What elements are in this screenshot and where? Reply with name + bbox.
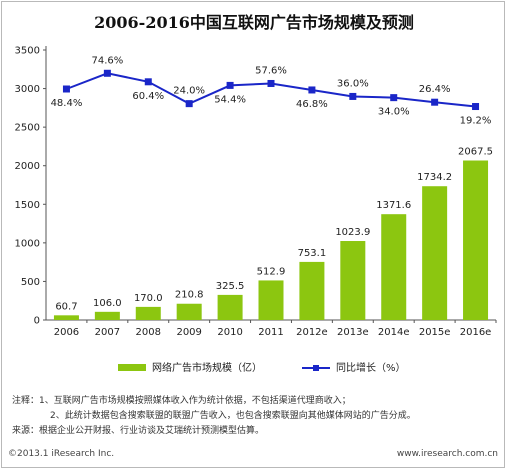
legend-label-line: 同比增长（%） bbox=[336, 361, 406, 374]
bar-value-label: 210.8 bbox=[175, 290, 204, 301]
y-tick-label: 500 bbox=[21, 277, 40, 288]
x-tick-label: 2009 bbox=[176, 327, 201, 338]
growth-value-label: 74.6% bbox=[91, 55, 123, 66]
growth-value-label: 19.2% bbox=[460, 116, 492, 127]
footer: ©2013.1 iResearch Inc. www.iresearch.com… bbox=[0, 449, 508, 463]
y-tick-label: 1000 bbox=[15, 238, 40, 249]
x-tick-label: 2007 bbox=[95, 327, 120, 338]
growth-value-label: 48.4% bbox=[51, 98, 83, 109]
x-tick-label: 2016e bbox=[460, 327, 492, 338]
legend-swatch-marker bbox=[313, 365, 319, 371]
bar-value-label: 1734.2 bbox=[417, 172, 452, 183]
bar-value-label: 1371.6 bbox=[376, 200, 411, 211]
growth-point bbox=[267, 79, 275, 87]
growth-value-label: 34.0% bbox=[378, 107, 410, 118]
growth-point bbox=[185, 100, 193, 108]
x-tick-label: 2015e bbox=[419, 327, 451, 338]
note-line-3: 来源：根据企业公开财报、行业访谈及艾瑞统计预测模型估算。 bbox=[12, 426, 265, 436]
x-tick-label: 2006 bbox=[54, 327, 79, 338]
growth-point bbox=[349, 92, 357, 100]
growth-value-label: 26.4% bbox=[419, 84, 451, 95]
growth-line bbox=[66, 72, 476, 108]
footer-copyright: ©2013.1 iResearch Inc. bbox=[8, 449, 115, 459]
bar-value-label: 325.5 bbox=[216, 281, 245, 292]
x-tick-label: 2014e bbox=[378, 327, 410, 338]
chart-notes: 注释：1、互联网广告市场规模按照媒体收入作为统计依据，不包括渠道代理商收入； 2… bbox=[12, 394, 502, 439]
bar bbox=[176, 303, 202, 320]
bar bbox=[258, 280, 284, 320]
bar-value-label: 60.7 bbox=[55, 301, 77, 312]
bar-value-label: 2067.5 bbox=[458, 147, 493, 158]
bar-value-label: 106.0 bbox=[93, 298, 122, 309]
y-tick-label: 2000 bbox=[15, 161, 40, 172]
growth-value-label: 46.8% bbox=[296, 99, 328, 110]
legend-swatch-bars bbox=[118, 364, 146, 371]
growth-value-label: 54.4% bbox=[214, 94, 246, 105]
growth-point bbox=[308, 86, 316, 94]
growth-point bbox=[226, 81, 234, 89]
note-line-1: 注释：1、互联网广告市场规模按照媒体收入作为统计依据，不包括渠道代理商收入； bbox=[12, 396, 351, 406]
bar bbox=[53, 315, 79, 320]
y-tick-label: 3000 bbox=[15, 84, 40, 95]
bar bbox=[135, 306, 161, 320]
growth-value-label: 36.0% bbox=[337, 78, 369, 89]
growth-value-label: 57.6% bbox=[255, 65, 287, 76]
bar bbox=[299, 261, 325, 320]
footer-website: www.iresearch.com.cn bbox=[396, 449, 498, 459]
x-tick-label: 2013e bbox=[337, 327, 369, 338]
growth-point bbox=[103, 69, 111, 77]
x-tick-label: 2010 bbox=[217, 327, 242, 338]
x-tick-label: 2012e bbox=[296, 327, 328, 338]
bar bbox=[217, 294, 243, 320]
growth-point bbox=[431, 98, 439, 106]
bar-value-label: 1023.9 bbox=[335, 227, 370, 238]
growth-value-label: 60.4% bbox=[132, 91, 164, 102]
growth-point bbox=[390, 94, 398, 102]
bar bbox=[94, 311, 120, 320]
growth-point bbox=[472, 103, 480, 111]
y-tick-label: 1500 bbox=[15, 200, 40, 211]
growth-point bbox=[62, 85, 70, 93]
y-tick-label: 0 bbox=[34, 316, 40, 327]
bar bbox=[463, 160, 489, 320]
note-line-2: 2、此统计数据包含搜索联盟的联盟广告收入，也包含搜索联盟向其他媒体网站的广告分成… bbox=[50, 411, 416, 421]
legend-label-bars: 网络广告市场规模（亿） bbox=[152, 361, 262, 374]
x-tick-label: 2011 bbox=[258, 327, 283, 338]
growth-value-label: 24.0% bbox=[173, 86, 205, 97]
bar bbox=[340, 241, 366, 320]
x-tick-label: 2008 bbox=[136, 327, 161, 338]
growth-point bbox=[144, 78, 152, 86]
chart-title: 2006-2016中国互联网广告市场规模及预测 bbox=[94, 13, 414, 32]
bar-value-label: 170.0 bbox=[134, 293, 163, 304]
bar bbox=[381, 214, 407, 320]
bar-value-label: 753.1 bbox=[298, 248, 327, 259]
y-tick-label: 2500 bbox=[15, 123, 40, 134]
y-tick-label: 3500 bbox=[15, 46, 40, 57]
bar-value-label: 512.9 bbox=[257, 266, 286, 277]
bar bbox=[422, 186, 448, 320]
